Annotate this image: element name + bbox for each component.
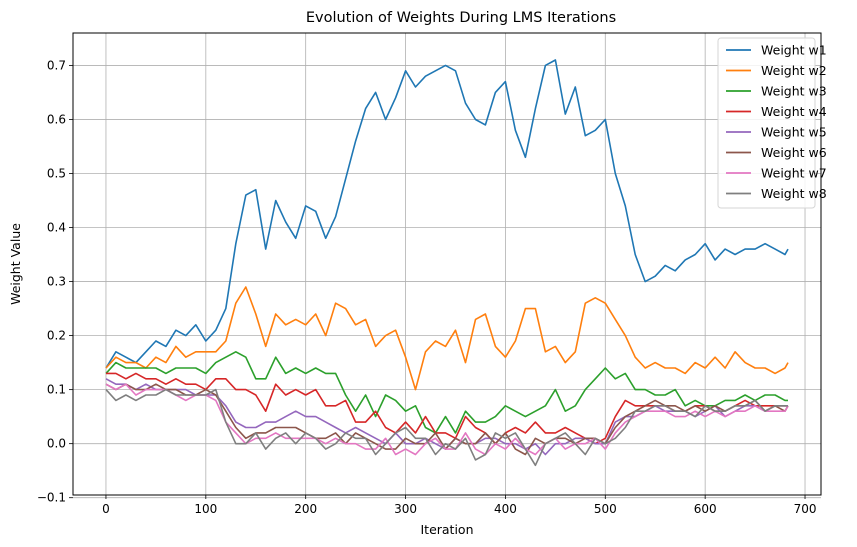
- y-tick-label: −0.1: [37, 491, 66, 505]
- y-tick-label: 0.0: [47, 437, 66, 451]
- series-line-w7: [105, 383, 789, 456]
- y-tick-label: 0.7: [47, 58, 66, 72]
- legend-label-w4: Weight w4: [761, 104, 827, 119]
- legend-label-w3: Weight w3: [761, 84, 827, 99]
- x-tick-label: 600: [694, 502, 717, 516]
- y-tick-label: 0.2: [47, 329, 66, 343]
- x-tick-label: 0: [102, 502, 110, 516]
- chart-title: Evolution of Weights During LMS Iteratio…: [306, 10, 616, 26]
- legend-label-w1: Weight w1: [761, 43, 827, 58]
- y-tick-label: 0.1: [47, 383, 66, 397]
- axis-ticks: 0 100 200 300 400 500 600 700 −0.1 0.0 0.1 0.2 0.3 0.…: [37, 58, 817, 516]
- y-tick-label: 0.5: [47, 166, 66, 180]
- series-line-w6: [105, 383, 789, 456]
- legend-label-w7: Weight w7: [761, 166, 827, 181]
- series-line-w1: [105, 59, 789, 369]
- series-line-w3: [105, 350, 788, 434]
- legend-label-w8: Weight w8: [761, 186, 827, 201]
- legend-label-w6: Weight w6: [761, 145, 827, 160]
- y-tick-label: 0.6: [47, 112, 66, 126]
- x-tick-label: 400: [494, 502, 517, 516]
- x-axis-label: Iteration: [420, 522, 473, 537]
- legend-label-w5: Weight w5: [761, 125, 827, 140]
- x-tick-label: 200: [294, 502, 317, 516]
- legend-label-w2: Weight w2: [761, 63, 827, 78]
- legend: Weight w1 Weight w2 Weight w3 Weight w4 Weig…: [717, 37, 827, 209]
- x-tick-label: 500: [594, 502, 617, 516]
- series-line-w8: [105, 388, 788, 467]
- plot-frame: [72, 32, 822, 496]
- series-line-w2: [105, 286, 789, 391]
- x-tick-label: 100: [194, 502, 217, 516]
- x-tick-label: 300: [394, 502, 417, 516]
- y-tick-label: 0.4: [47, 221, 66, 235]
- y-tick-label: 0.3: [47, 275, 66, 289]
- y-axis-label: Weight Value: [8, 223, 23, 305]
- x-tick-label: 700: [794, 502, 817, 516]
- series-lines: [105, 59, 789, 467]
- legend-box: [717, 37, 816, 209]
